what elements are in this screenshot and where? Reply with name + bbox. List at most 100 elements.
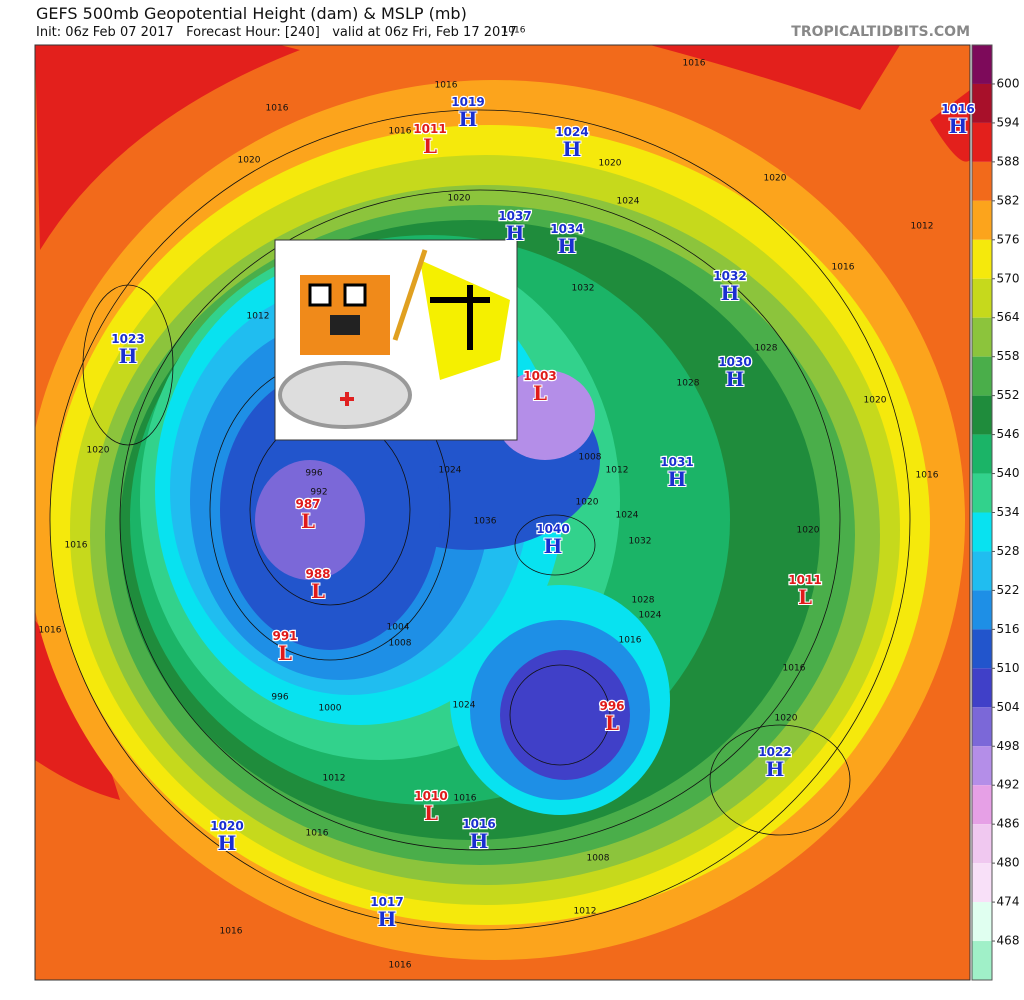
colorbar-label: 552	[997, 388, 1020, 402]
colorbar-label: 498	[997, 739, 1020, 753]
contour-label: 1016	[454, 794, 477, 804]
contour-label: 1024	[616, 511, 639, 521]
pressure-letter: L	[311, 579, 325, 603]
contour-label: 1020	[797, 526, 820, 536]
pressure-value: 988	[305, 567, 330, 581]
contour-label: 1028	[677, 379, 700, 389]
pressure-letter: H	[558, 234, 577, 258]
colorbar-swatch	[972, 122, 992, 162]
contour-label: 1020	[599, 159, 622, 169]
colorbar-swatch	[972, 200, 992, 240]
pressure-letter: H	[506, 221, 525, 245]
colorbar-swatch	[972, 278, 992, 318]
colorbar-label: 504	[997, 700, 1020, 714]
colorbar-swatch	[972, 161, 992, 201]
contour-label: 1020	[775, 714, 798, 724]
pressure-value: 1016	[941, 102, 974, 116]
colorbar-label: 540	[997, 466, 1020, 480]
pressure-letter: H	[378, 907, 397, 931]
contour-label: 1016	[435, 81, 458, 91]
colorbar-swatch	[972, 863, 992, 903]
pressure-value: 996	[599, 699, 624, 713]
colorbar-label: 486	[997, 817, 1020, 831]
colorbar-label: 468	[997, 934, 1020, 948]
colorbar-swatch	[972, 239, 992, 279]
contour-label: 1012	[323, 774, 346, 784]
pressure-value: 1019	[451, 95, 484, 109]
contour-label: 1008	[579, 453, 602, 463]
colorbar-swatch	[972, 551, 992, 591]
colorbar-label: 534	[997, 505, 1020, 519]
pressure-value: 1011	[413, 122, 446, 136]
contour-label: 1012	[911, 222, 934, 232]
pressure-letter: H	[949, 114, 968, 138]
pressure-letter: H	[470, 829, 489, 853]
contour-label: 1016	[389, 961, 412, 971]
contour-label: 1020	[87, 446, 110, 456]
contour-label: 996	[305, 469, 322, 479]
pressure-letter: H	[544, 534, 563, 558]
colorbar-label: 474	[997, 895, 1020, 909]
colorbar-label: 546	[997, 427, 1020, 441]
pressure-value: 1037	[498, 209, 531, 223]
contour-label: 1024	[453, 701, 476, 711]
contour-label: 1024	[439, 466, 462, 476]
contour-label: 1012	[574, 907, 597, 917]
contour-label: 1024	[639, 611, 662, 621]
contour-label: 1020	[864, 396, 887, 406]
contour-label: 1020	[576, 498, 599, 508]
pressure-value: 1011	[788, 573, 821, 587]
contour-label: 1016	[306, 829, 329, 839]
contour-label: 1016	[39, 626, 62, 636]
colorbar-swatch	[972, 746, 992, 786]
colorbar-label: 480	[997, 856, 1020, 870]
colorbar-label: 588	[997, 154, 1020, 168]
colorbar-swatch	[972, 317, 992, 357]
pressure-letter: H	[726, 367, 745, 391]
credit: TROPICALTIDBITS.COM	[791, 24, 970, 40]
map-subtitle: Init: 06z Feb 07 2017 Forecast Hour: [24…	[36, 25, 517, 40]
colorbar-swatch	[972, 824, 992, 864]
pressure-letter: H	[459, 107, 478, 131]
colorbar-swatch	[972, 785, 992, 825]
pressure-value: 1024	[555, 125, 588, 139]
colorbar-label: 582	[997, 193, 1020, 207]
contour-label: 1000	[319, 704, 342, 714]
contour-label: 1020	[238, 156, 261, 166]
pressure-letter: L	[605, 711, 619, 735]
contour-label: 1016	[389, 127, 412, 137]
colorbar-swatch	[972, 707, 992, 747]
pressure-letter: H	[766, 757, 785, 781]
contour-label: 1016	[832, 263, 855, 273]
pressure-value: 1016	[462, 817, 495, 831]
pressure-letter: L	[424, 801, 438, 825]
colorbar-label: 576	[997, 232, 1020, 246]
pressure-letter: L	[301, 509, 315, 533]
contour-label: 1004	[387, 623, 410, 633]
contour-label: 1024	[617, 197, 640, 207]
colorbar-swatch	[972, 356, 992, 396]
contour-label: 1016	[916, 471, 939, 481]
colorbar-swatch	[972, 902, 992, 942]
contour-label: 1032	[572, 284, 595, 294]
pressure-value: 1003	[523, 369, 556, 383]
pressure-value: 1020	[210, 819, 243, 833]
pressure-letter: L	[798, 585, 812, 609]
contour-label: 1032	[629, 537, 652, 547]
pressure-value: 1022	[758, 745, 791, 759]
contour-label: 1012	[606, 466, 629, 476]
contour-label: 1028	[755, 344, 778, 354]
contour-label: 1016	[503, 26, 526, 36]
pressure-letter: H	[563, 137, 582, 161]
contour-label: 1016	[266, 104, 289, 114]
colorbar-swatch	[972, 395, 992, 435]
colorbar-label: 600	[997, 76, 1020, 90]
colorbar-swatch	[972, 473, 992, 513]
colorbar-label: 492	[997, 778, 1020, 792]
contour-label: 1028	[632, 596, 655, 606]
contour-label: 1008	[587, 854, 610, 864]
contour-label: 1036	[474, 517, 497, 527]
contour-label: 992	[310, 488, 327, 498]
